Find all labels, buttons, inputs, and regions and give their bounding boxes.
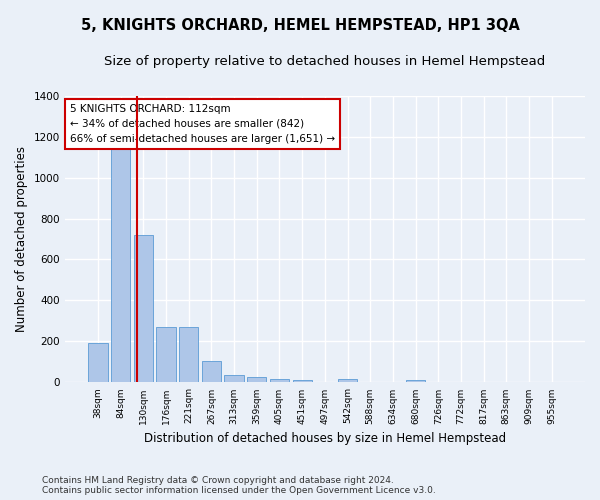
- Bar: [202, 361, 221, 382]
- Bar: [293, 380, 312, 382]
- Text: 5 KNIGHTS ORCHARD: 112sqm
← 34% of detached houses are smaller (842)
66% of semi: 5 KNIGHTS ORCHARD: 112sqm ← 34% of detac…: [70, 104, 335, 144]
- Bar: [247, 376, 266, 382]
- Text: Contains HM Land Registry data © Crown copyright and database right 2024.
Contai: Contains HM Land Registry data © Crown c…: [42, 476, 436, 495]
- X-axis label: Distribution of detached houses by size in Hemel Hempstead: Distribution of detached houses by size …: [144, 432, 506, 445]
- Bar: [338, 378, 357, 382]
- Bar: [134, 235, 153, 382]
- Bar: [111, 147, 130, 382]
- Bar: [88, 344, 107, 382]
- Bar: [406, 380, 425, 382]
- Bar: [270, 380, 289, 382]
- Title: Size of property relative to detached houses in Hemel Hempstead: Size of property relative to detached ho…: [104, 55, 545, 68]
- Bar: [224, 376, 244, 382]
- Bar: [179, 327, 199, 382]
- Y-axis label: Number of detached properties: Number of detached properties: [15, 146, 28, 332]
- Bar: [157, 327, 176, 382]
- Text: 5, KNIGHTS ORCHARD, HEMEL HEMPSTEAD, HP1 3QA: 5, KNIGHTS ORCHARD, HEMEL HEMPSTEAD, HP1…: [80, 18, 520, 32]
